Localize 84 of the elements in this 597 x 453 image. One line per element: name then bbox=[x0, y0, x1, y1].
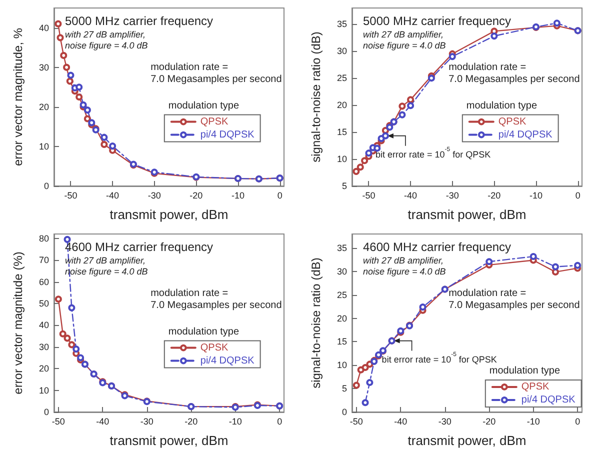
y-tick-label: 40 bbox=[38, 22, 49, 33]
y-tick-label: 25 bbox=[336, 290, 347, 300]
y-tick-label: 0 bbox=[44, 181, 49, 191]
y-tick-label: 25 bbox=[336, 73, 347, 84]
y-tick-label: 15 bbox=[336, 127, 347, 138]
x-tick-label: 0 bbox=[277, 416, 282, 426]
x-tick-label: 0 bbox=[575, 190, 580, 200]
y-tick-label: 20 bbox=[38, 364, 49, 374]
y-tick-label: 10 bbox=[336, 360, 347, 370]
x-tick-label: -10 bbox=[228, 416, 242, 426]
x-axis-title: transmit power, dBm bbox=[110, 433, 228, 448]
legend-label: pi/4 DQPSK bbox=[498, 129, 553, 140]
y-tick-label: 50 bbox=[38, 298, 49, 308]
legend-label: pi/4 DQPSK bbox=[521, 394, 576, 406]
x-tick-label: 0 bbox=[575, 416, 580, 426]
x-tick-label: -30 bbox=[148, 190, 161, 200]
y-tick-label: 35 bbox=[336, 243, 347, 254]
annotation: modulation rate = 7.0 Megasamples per second bbox=[448, 62, 580, 85]
y-tick-label: 15 bbox=[336, 336, 347, 347]
text: with 27 dB amplifier, noise figure = 4.0 dB bbox=[363, 256, 446, 276]
x-tick-label: -30 bbox=[446, 190, 459, 200]
y-tick-label: 35 bbox=[336, 19, 347, 30]
legend-label: QPSK bbox=[200, 116, 229, 128]
y-axis-title: error vector magnitude, % bbox=[11, 28, 25, 166]
legend-label: QPSK bbox=[498, 116, 527, 128]
y-axis-title: signal-to-noise ratio (dB) bbox=[309, 32, 323, 162]
legend-title: modulation type bbox=[168, 100, 240, 112]
x-tick-label: -20 bbox=[482, 416, 496, 426]
y-tick-label: 10 bbox=[336, 154, 347, 164]
text: with 27 dB amplifier, noise figure = 4.0 dB bbox=[65, 30, 148, 50]
y-axis-title: signal-to-noise ratio (dB) bbox=[309, 258, 323, 388]
y-tick-label: 20 bbox=[336, 100, 347, 110]
legend-title: modulation type bbox=[489, 365, 560, 376]
legend-title: modulation type bbox=[168, 326, 240, 338]
x-axis-title: transmit power, dBm bbox=[408, 433, 526, 448]
text: 4600 MHz carrier frequency bbox=[363, 240, 512, 254]
y-tick-label: 30 bbox=[336, 46, 347, 56]
x-axis-title: transmit power, dBm bbox=[110, 207, 228, 222]
text: 5000 MHz carrier frequency bbox=[65, 14, 214, 28]
y-tick-label: 30 bbox=[38, 342, 49, 352]
y-tick-label: 20 bbox=[38, 102, 49, 112]
x-tick-label: -40 bbox=[394, 416, 408, 426]
x-tick-label: -30 bbox=[438, 416, 452, 426]
legend-label: QPSK bbox=[521, 381, 550, 392]
y-tick-label: 5 bbox=[342, 384, 347, 394]
annotation: modulation rate = 7.0 Megasamples per second bbox=[150, 62, 282, 85]
y-tick-label: 0 bbox=[44, 407, 49, 417]
x-axis-title: transmit power, dBm bbox=[408, 207, 526, 222]
x-tick-label: -20 bbox=[190, 190, 203, 200]
y-tick-label: 80 bbox=[38, 233, 49, 244]
x-tick-label: -10 bbox=[231, 190, 245, 200]
x-tick-label: -20 bbox=[184, 416, 198, 426]
y-tick-label: 0 bbox=[342, 407, 347, 417]
y-tick-label: 70 bbox=[38, 255, 49, 266]
legend-label: QPSK bbox=[200, 342, 229, 354]
text: 4600 MHz carrier frequency bbox=[65, 240, 214, 254]
annotation: modulation rate = 7.0 Megasamples per second bbox=[448, 288, 580, 311]
y-tick-label: 40 bbox=[38, 320, 49, 330]
x-tick-label: -30 bbox=[140, 416, 154, 426]
annotation: modulation rate = 7.0 Megasamples per second bbox=[150, 288, 282, 311]
x-tick-label: 0 bbox=[277, 190, 282, 200]
x-tick-label: -40 bbox=[106, 190, 120, 200]
x-tick-label: -50 bbox=[362, 190, 376, 200]
legend-title: modulation type bbox=[466, 100, 538, 112]
legend-label: pi/4 DQPSK bbox=[200, 355, 255, 366]
x-tick-label: -10 bbox=[526, 416, 540, 426]
y-tick-label: 20 bbox=[336, 313, 347, 324]
y-tick-label: 30 bbox=[336, 266, 347, 276]
y-axis-title: error vector magnitude (%) bbox=[11, 252, 25, 394]
x-tick-label: -50 bbox=[64, 190, 78, 200]
x-tick-label: -40 bbox=[404, 190, 418, 200]
x-tick-label: -50 bbox=[350, 416, 363, 426]
text: with 27 dB amplifier, noise figure = 4.0 dB bbox=[363, 30, 446, 50]
x-tick-label: -40 bbox=[96, 416, 110, 426]
x-tick-label: -10 bbox=[529, 190, 543, 200]
y-tick-label: 5 bbox=[342, 181, 347, 191]
x-tick-label: -50 bbox=[52, 416, 65, 426]
x-tick-label: -20 bbox=[488, 190, 501, 200]
text: 5000 MHz carrier frequency bbox=[363, 14, 512, 28]
y-tick-label: 60 bbox=[38, 276, 49, 287]
y-tick-label: 10 bbox=[38, 385, 49, 396]
y-tick-label: 10 bbox=[38, 141, 49, 152]
y-tick-label: 30 bbox=[38, 62, 49, 72]
legend-label: pi/4 DQPSK bbox=[200, 129, 255, 140]
